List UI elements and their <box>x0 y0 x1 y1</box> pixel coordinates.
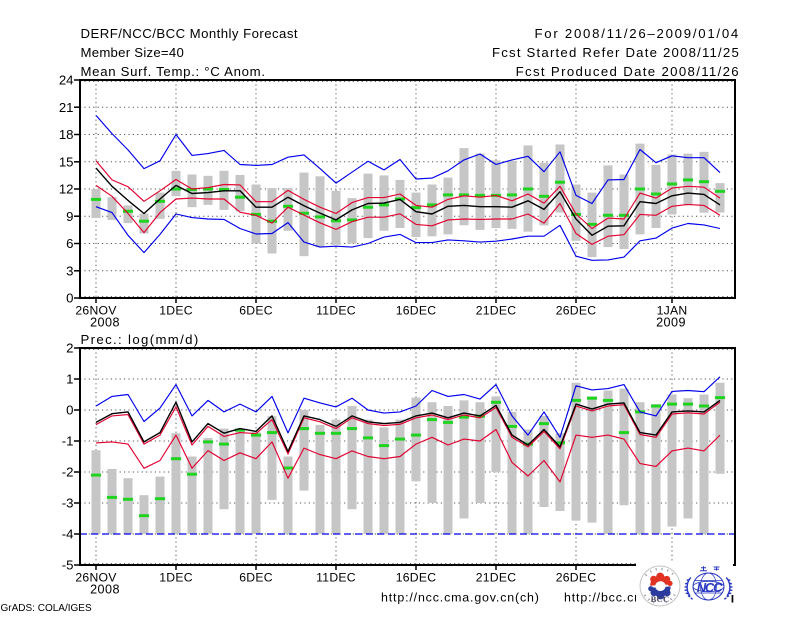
svg-text:1: 1 <box>66 372 73 387</box>
svg-text:26NOV: 26NOV <box>75 304 117 318</box>
svg-text:-4: -4 <box>62 527 74 542</box>
svg-text:26DEC: 26DEC <box>556 304 597 318</box>
svg-text:BCC: BCC <box>651 594 670 604</box>
svg-text:-2: -2 <box>62 465 74 480</box>
svg-text:Prec.: log(mm/d): Prec.: log(mm/d) <box>81 332 200 347</box>
svg-text:24: 24 <box>59 73 74 88</box>
svg-text:16DEC: 16DEC <box>396 304 437 318</box>
svg-text:18: 18 <box>59 127 74 142</box>
svg-text:GrADS: COLA/IGES: GrADS: COLA/IGES <box>1 603 92 614</box>
svg-text:26DEC: 26DEC <box>556 571 597 585</box>
svg-text:DERF/NCC/BCC Monthly Forecast: DERF/NCC/BCC Monthly Forecast <box>81 26 299 41</box>
svg-text:3: 3 <box>66 263 73 278</box>
svg-text:15: 15 <box>59 154 74 169</box>
svg-text:16DEC: 16DEC <box>396 571 437 585</box>
svg-text:6DEC: 6DEC <box>239 571 273 585</box>
svg-text:1DEC: 1DEC <box>159 304 193 318</box>
svg-text:9: 9 <box>66 209 73 224</box>
svg-text:2008: 2008 <box>90 316 120 330</box>
svg-text:NCC: NCC <box>697 580 723 595</box>
svg-text:2: 2 <box>66 341 73 356</box>
svg-text:2009: 2009 <box>656 316 686 330</box>
svg-text:6: 6 <box>66 236 73 251</box>
svg-text:http://ncc.cma.gov.cn(ch): http://ncc.cma.gov.cn(ch) <box>381 591 540 605</box>
svg-text:1DEC: 1DEC <box>159 571 193 585</box>
svg-text:0: 0 <box>66 403 73 418</box>
svg-text:12: 12 <box>59 182 74 197</box>
svg-text:Mean Surf. Temp.: °C Anom.: Mean Surf. Temp.: °C Anom. <box>81 64 266 79</box>
svg-text:6DEC: 6DEC <box>239 304 273 318</box>
svg-text:11DEC: 11DEC <box>316 571 356 585</box>
svg-text:-1: -1 <box>62 434 74 449</box>
svg-text:1JAN: 1JAN <box>657 304 688 318</box>
svg-text:-3: -3 <box>62 496 74 511</box>
svg-text:2008: 2008 <box>90 583 120 597</box>
svg-text:Fcst Produced Date 2008/11/26: Fcst Produced Date 2008/11/26 <box>516 64 740 79</box>
svg-text:11DEC: 11DEC <box>316 304 356 318</box>
svg-text:For 2008/11/26–2009/01/04: For 2008/11/26–2009/01/04 <box>534 26 740 41</box>
svg-text:21DEC: 21DEC <box>476 304 517 318</box>
svg-text:-5: -5 <box>62 558 74 573</box>
svg-text:Fcst Started Refer Date 2008/1: Fcst Started Refer Date 2008/11/25 <box>492 45 740 60</box>
svg-text:0: 0 <box>66 291 73 306</box>
svg-text:Member Size=40: Member Size=40 <box>81 45 185 60</box>
svg-text:21: 21 <box>59 100 74 115</box>
svg-text:26NOV: 26NOV <box>75 571 117 585</box>
svg-text:21DEC: 21DEC <box>476 571 517 585</box>
